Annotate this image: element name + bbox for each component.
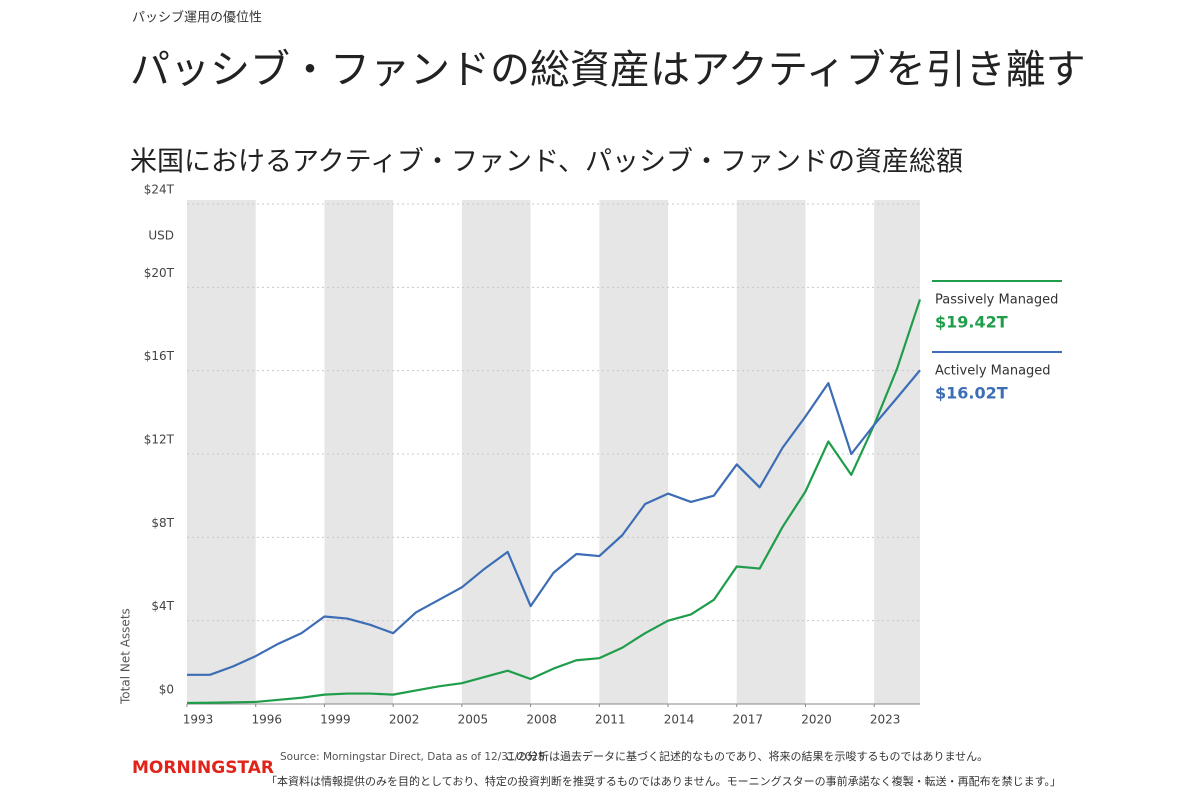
- y-tick-label: $24T: [144, 183, 175, 197]
- y-tick-label: $16T: [144, 349, 175, 363]
- series-line: [187, 369, 921, 676]
- band: [324, 200, 394, 704]
- x-tick-label: 2014: [664, 713, 695, 727]
- series-line: [186, 299, 922, 705]
- y-tick-label: $8T: [151, 516, 174, 530]
- x-tick-label: 2020: [801, 713, 832, 727]
- x-tick-label: 1999: [320, 713, 351, 727]
- x-tick-label: 2011: [595, 713, 626, 727]
- disclaimer: 「本資料は情報提供のみを目的としており、特定の投資判断を推奨するものではありませ…: [266, 774, 1061, 788]
- y-tick-label: $4T: [151, 599, 174, 613]
- legend-value: $19.42T: [935, 313, 1008, 332]
- x-tick-label: 1996: [251, 713, 282, 727]
- band: [874, 200, 920, 704]
- y-unit: USD: [148, 229, 174, 243]
- x-tick-label: 2017: [732, 713, 763, 727]
- legend-name: Actively Managed: [935, 364, 1051, 379]
- logo: MORNINGSTAR: [132, 758, 274, 778]
- y-tick-label: $20T: [144, 266, 175, 280]
- y-axis-label: Total Net Assets: [119, 608, 133, 705]
- legend-value: $16.02T: [935, 384, 1008, 403]
- y-tick-label: $0: [159, 683, 174, 697]
- band: [461, 200, 531, 704]
- note: この分析は過去データに基づく記述的なものであり、将来の結果を示唆するものではあり…: [505, 749, 988, 763]
- x-tick-label: 2002: [389, 713, 420, 727]
- band: [187, 200, 256, 704]
- chart-title: パッシブ・ファンドの総資産はアクティブを引き離す: [130, 47, 1086, 93]
- source: Source: Morningstar Direct, Data as of 1…: [280, 751, 545, 763]
- band: [599, 200, 669, 704]
- legend-name: Passively Managed: [935, 293, 1058, 308]
- x-tick-label: 2005: [458, 713, 489, 727]
- y-tick-label: $12T: [144, 433, 175, 447]
- chart-subtitle: 米国におけるアクティブ・ファンド、パッシブ・ファンドの資産総額: [130, 147, 963, 178]
- x-tick-label: 2023: [870, 713, 901, 727]
- x-tick-label: 2008: [526, 713, 557, 727]
- band: [736, 200, 806, 704]
- x-tick-label: 1993: [183, 713, 214, 727]
- header: パッシブ運用の優位性: [132, 10, 262, 26]
